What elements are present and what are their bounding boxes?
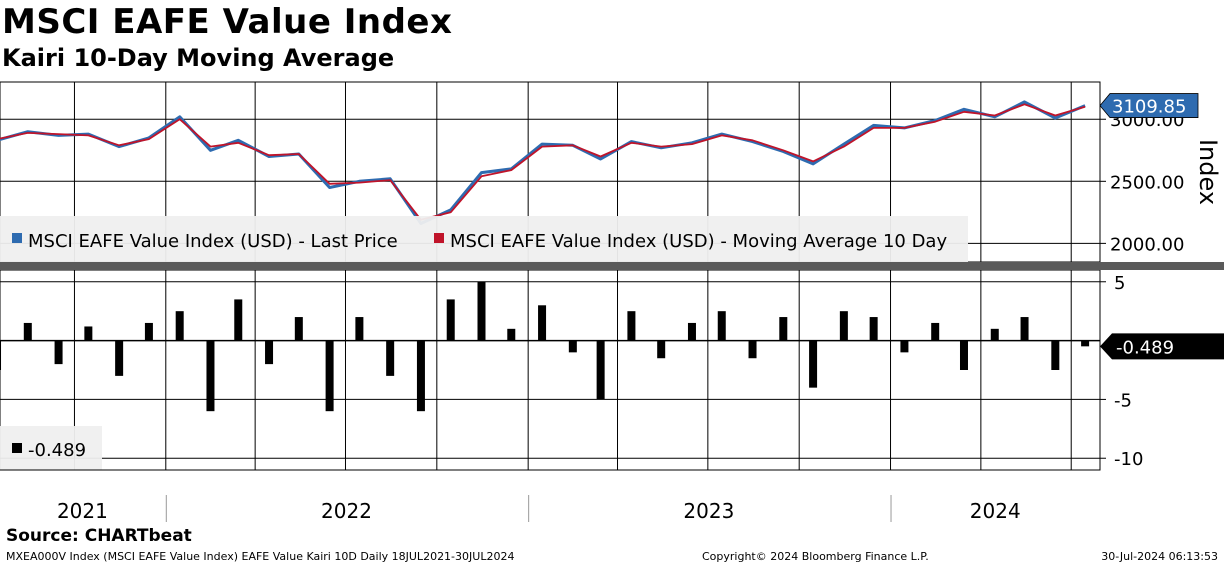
year-label: 2024 [970,499,1021,523]
kairi-tick-label: 5 [1114,273,1125,294]
price-legend-label: MSCI EAFE Value Index (USD) - Last Price [28,231,398,252]
kairi-bar [809,340,818,388]
kairi-bar [115,340,124,376]
kairi-bar [144,322,153,341]
kairi-legend-swatch [12,443,22,453]
kairi-bar [325,340,334,412]
kairi-legend-label: -0.489 [28,440,86,461]
gridlines [0,81,1224,471]
kairi-bar [175,311,184,341]
kairi-last-value-tag [1100,333,1224,360]
value-tags: 3109.85 -0.489 [1099,93,1224,360]
price-tick-label: 2000.00 [1110,234,1184,255]
price-legend-box [0,216,968,262]
price-lines [0,100,1086,225]
kairi-bar [386,340,395,376]
legends: MSCI EAFE Value Index (USD) - Last Price… [0,216,968,470]
price-axis-title: Index [1194,139,1222,205]
source-label: Source: CHARTbeat [6,526,192,546]
kairi-bar [717,311,726,341]
chart-subtitle: Kairi 10-Day Moving Average [2,44,395,72]
kairi-last-value-label: -0.489 [1116,337,1174,358]
moving-average-line [0,103,1086,221]
kairi-bar [687,322,696,341]
kairi-bar [294,317,303,341]
kairi-bars [0,281,1090,412]
kairi-bar [869,317,878,341]
year-label: 2021 [57,499,108,523]
kairi-bar [446,299,455,341]
kairi-bar [1051,340,1060,370]
kairi-bar [779,317,788,341]
kairi-bar [416,340,425,412]
kairi-bar [959,340,968,370]
kairi-bar [568,340,577,353]
footer-copyright: Copyright© 2024 Bloomberg Finance L.P. [702,550,929,563]
ma-legend-label: MSCI EAFE Value Index (USD) - Moving Ave… [450,231,947,252]
kairi-bar [990,328,999,341]
kairi-bar [507,328,516,341]
chart-title: MSCI EAFE Value Index [2,2,453,42]
kairi-bar [206,340,215,412]
year-axis: 2021 2022 2023 2024 [0,469,1100,523]
kairi-bar [627,311,636,341]
kairi-bar [477,281,486,341]
kairi-bar [1081,340,1090,347]
footer-description: MXEA000V Index (MSCI EAFE Value Index) E… [6,550,515,563]
kairi-bar [1020,317,1029,341]
kairi-bar [538,305,547,341]
kairi-bar [23,322,32,341]
footer-timestamp: 30-Jul-2024 06:13:53 [1101,550,1218,563]
kairi-bar [355,317,364,341]
price-last-value-label: 3109.85 [1112,97,1186,118]
kairi-bar [234,299,243,341]
kairi-tick-label: -10 [1114,449,1143,470]
price-tick-label: 2500.00 [1110,172,1184,193]
kairi-bar [265,340,274,365]
kairi-bar [657,340,666,359]
kairi-panel-frame [0,269,1101,471]
panel-divider [0,262,1224,270]
kairi-bar [748,340,757,359]
kairi-bar [54,340,63,365]
kairi-bar [839,311,848,341]
ma-legend-swatch [434,233,444,243]
year-label: 2023 [683,499,734,523]
kairi-bar [900,340,909,353]
kairi-bar [931,322,940,341]
price-legend-swatch [12,233,22,243]
price-last-value-tag [1099,93,1199,118]
kairi-bar [84,326,93,341]
year-label: 2022 [321,499,372,523]
kairi-bar [596,340,605,400]
kairi-bar [0,340,2,370]
kairi-tick-label: -5 [1114,390,1132,411]
